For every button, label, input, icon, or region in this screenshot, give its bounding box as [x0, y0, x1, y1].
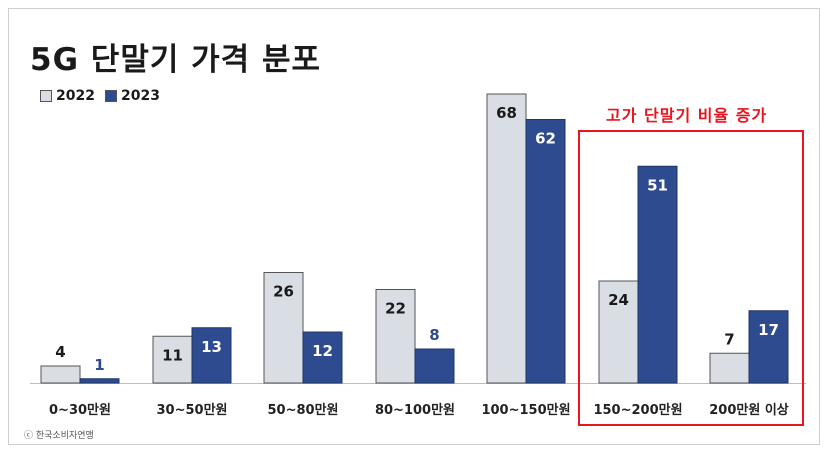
category-label-3: 80~100만원: [375, 402, 455, 418]
category-label-2: 50~80만원: [268, 402, 339, 418]
bar-2022-1: [152, 335, 193, 384]
legend-label-2023: 2023: [120, 88, 160, 104]
legend: 2022 2023: [40, 88, 164, 104]
bar-2022-2: [263, 272, 304, 384]
value-label-2022-0: 4: [55, 343, 65, 361]
bar-2023-3: [414, 348, 455, 384]
value-label-2023-1: 13: [201, 338, 222, 356]
category-label-1: 30~50만원: [157, 402, 228, 418]
bar-2023-4: [525, 119, 566, 384]
value-label-2022-2: 26: [273, 283, 294, 301]
category-label-0: 0~30만원: [49, 402, 111, 418]
source-credit: ⓒ 한국소비자연맹: [24, 431, 94, 441]
value-label-2022-5: 24: [608, 291, 629, 309]
value-label-2023-6: 17: [758, 321, 779, 339]
chart-title: 5G 단말기 가격 분포: [30, 42, 322, 78]
value-label-2023-3: 8: [429, 326, 439, 344]
value-label-2023-4: 62: [535, 130, 556, 148]
value-label-2022-6: 7: [724, 330, 734, 348]
bar-2022-4: [486, 93, 527, 384]
category-label-5: 150~200만원: [593, 402, 682, 418]
bar-2022-3: [375, 289, 416, 384]
value-label-2022-3: 22: [385, 300, 406, 318]
bar-2022-5: [598, 280, 639, 384]
category-label-6: 200만원 이상: [709, 402, 789, 418]
value-label-2022-4: 68: [496, 104, 517, 122]
value-label-2023-2: 12: [312, 342, 333, 360]
legend-label-2022: 2022: [56, 88, 95, 104]
bar-2023-2: [302, 331, 343, 384]
legend-swatch-2022: [40, 90, 52, 102]
category-label-4: 100~150만원: [481, 402, 570, 418]
legend-item-2022: 2022: [40, 88, 95, 104]
value-label-2023-0: 1: [94, 356, 104, 374]
bar-2023-1: [191, 327, 232, 384]
highlight-box: [578, 130, 804, 426]
value-label-2022-1: 11: [162, 346, 183, 364]
legend-swatch-2023: [104, 90, 117, 102]
value-label-2023-5: 51: [647, 176, 668, 194]
bar-2023-5: [637, 165, 678, 384]
bar-2023-0: [79, 378, 120, 384]
bar-2022-0: [40, 365, 81, 384]
bar-2023-6: [748, 310, 789, 384]
legend-item-2023: 2023: [104, 88, 160, 104]
bar-2022-6: [709, 352, 750, 384]
highlight-annotation: 고가 단말기 비율 증가: [606, 106, 768, 125]
